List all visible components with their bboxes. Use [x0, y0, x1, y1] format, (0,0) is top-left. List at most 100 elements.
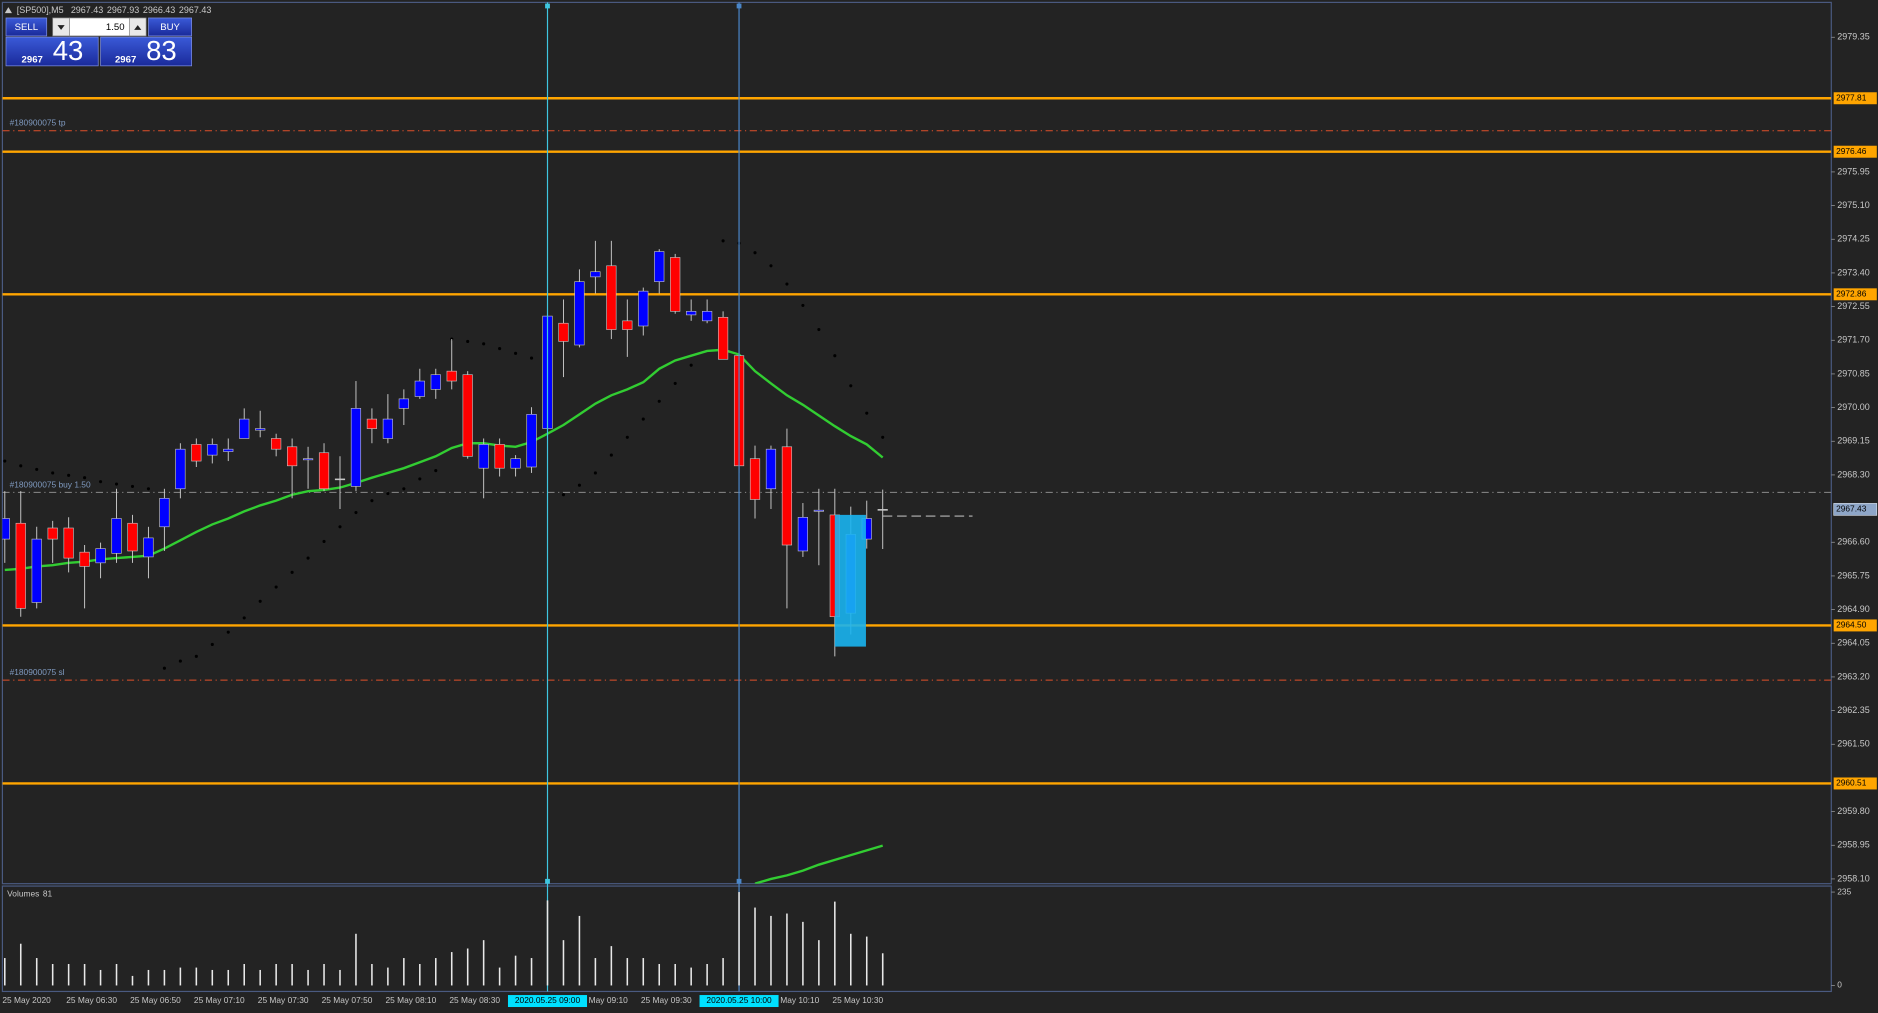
candle-body [63, 527, 74, 559]
y-tick-label: 2970.00 [1837, 402, 1869, 412]
sar-dot [402, 487, 406, 491]
candle-body [606, 265, 617, 330]
x-crosshair-tag [699, 995, 779, 1008]
x-tick-label: 25 May 09:10 [577, 995, 628, 1005]
sar-dot [769, 264, 773, 268]
candle-body [478, 444, 489, 469]
sar-dot [721, 239, 725, 243]
buy-label[interactable]: BUY [160, 22, 180, 33]
buy-price-pips: 83 [146, 35, 177, 66]
crosshair-handle [736, 878, 742, 884]
sar-dot [178, 659, 182, 663]
volume-frame [1, 885, 1832, 993]
volume-tick-label: 235 [1837, 886, 1851, 896]
candle-body [638, 290, 649, 327]
x-crosshair-tag [507, 995, 588, 1008]
y-tick-label: 2964.90 [1837, 604, 1869, 614]
sell-label[interactable]: SELL [15, 22, 39, 33]
candle-body [781, 446, 793, 546]
y-tick-label: 2969.15 [1837, 436, 1869, 446]
sar-dot [290, 570, 294, 574]
sar-dot [274, 585, 278, 589]
candle-body [797, 517, 808, 552]
candle-body [686, 311, 697, 316]
candle-body [717, 316, 729, 360]
candle-body [159, 497, 170, 528]
volume-current: 81 [43, 889, 53, 899]
candle-body [574, 281, 585, 346]
chart-title: [SP500],M5 [17, 5, 64, 15]
y-tick-label: 2973.40 [1837, 267, 1869, 277]
x-tick-label: 25 May 09:30 [641, 995, 692, 1005]
y-tick-label: 2962.35 [1837, 705, 1869, 715]
x-tick-label: 25 May 08:10 [385, 995, 436, 1005]
sar-dot [83, 476, 87, 480]
sar-dot [130, 484, 135, 488]
level-label: 2960.51 [1836, 778, 1867, 788]
candle-body [2, 518, 10, 540]
sar-dot [561, 493, 566, 497]
sar-dot [67, 473, 71, 477]
x-tick-label: 25 May 08:30 [449, 995, 500, 1005]
candle-body [255, 428, 266, 431]
x-tick-label: 25 May 2020 [2, 995, 51, 1005]
y-tick-label: 2958.10 [1837, 873, 1869, 883]
sar-dot [322, 539, 326, 544]
price-tag-label: 2967.43 [1836, 504, 1867, 514]
lot-value[interactable]: 1.50 [106, 22, 125, 33]
y-tick-label: 2971.70 [1837, 335, 1869, 345]
y-tick-label: 2975.95 [1837, 166, 1869, 176]
order-label: #180900075 tp [10, 118, 66, 128]
buy-price-prefix: 2967 [115, 54, 136, 65]
plot-frame [1, 1, 1832, 885]
candle-body [271, 438, 282, 450]
header-high: 2967.93 [107, 5, 139, 15]
x-tick-label: 25 May 10:10 [769, 995, 820, 1005]
candle-body [749, 458, 761, 500]
y-tick-label: 2970.85 [1837, 368, 1869, 378]
sar-dot [35, 467, 39, 471]
sar-dot [753, 251, 757, 255]
level-tag [1833, 92, 1877, 105]
level-tag [1833, 619, 1877, 632]
sar-dot [210, 642, 214, 647]
x-tick-label: 25 May 06:30 [66, 995, 117, 1005]
order-label: #180900075 sl [10, 667, 65, 677]
sar-dot [641, 417, 645, 421]
candle-body [239, 418, 250, 439]
lot-up-icon [134, 25, 142, 30]
sar-dot [418, 477, 422, 481]
sar-dot [609, 453, 613, 457]
x-tick-label: 25 May 10:30 [832, 995, 883, 1005]
candle-body [765, 448, 777, 490]
collapse-icon[interactable] [4, 7, 12, 14]
sell-button[interactable] [5, 17, 48, 37]
volume-tick-label: 0 [1837, 980, 1842, 990]
sell-price-box[interactable] [5, 36, 99, 67]
buy-price-box[interactable] [100, 36, 192, 67]
sar-dot [242, 616, 246, 620]
header-low: 2966.43 [143, 5, 175, 15]
sar-dot [498, 347, 502, 351]
candle-body [590, 271, 601, 278]
sar-dot [865, 411, 869, 415]
level-tag [1833, 288, 1877, 301]
ma-line [754, 844, 884, 884]
y-tick-label: 2966.60 [1837, 537, 1869, 547]
level-label: 2976.46 [1836, 146, 1867, 156]
sell-price-prefix: 2967 [22, 54, 43, 65]
x-crosshair-label: 2020.05.25 09:00 [515, 995, 581, 1005]
x-tick-label: 25 May 07:50 [322, 995, 373, 1005]
sar-dot [593, 471, 597, 475]
buy-button[interactable] [148, 17, 192, 37]
sar-dot [162, 666, 166, 670]
sar-dot [577, 483, 581, 487]
x-tick-label: 25 May 07:10 [194, 995, 245, 1005]
candle-body [15, 522, 26, 609]
candle-body [366, 418, 378, 429]
volume-title: Volumes [7, 889, 39, 899]
y-tick-label: 2974.25 [1837, 234, 1869, 244]
sar-dot [146, 487, 151, 491]
